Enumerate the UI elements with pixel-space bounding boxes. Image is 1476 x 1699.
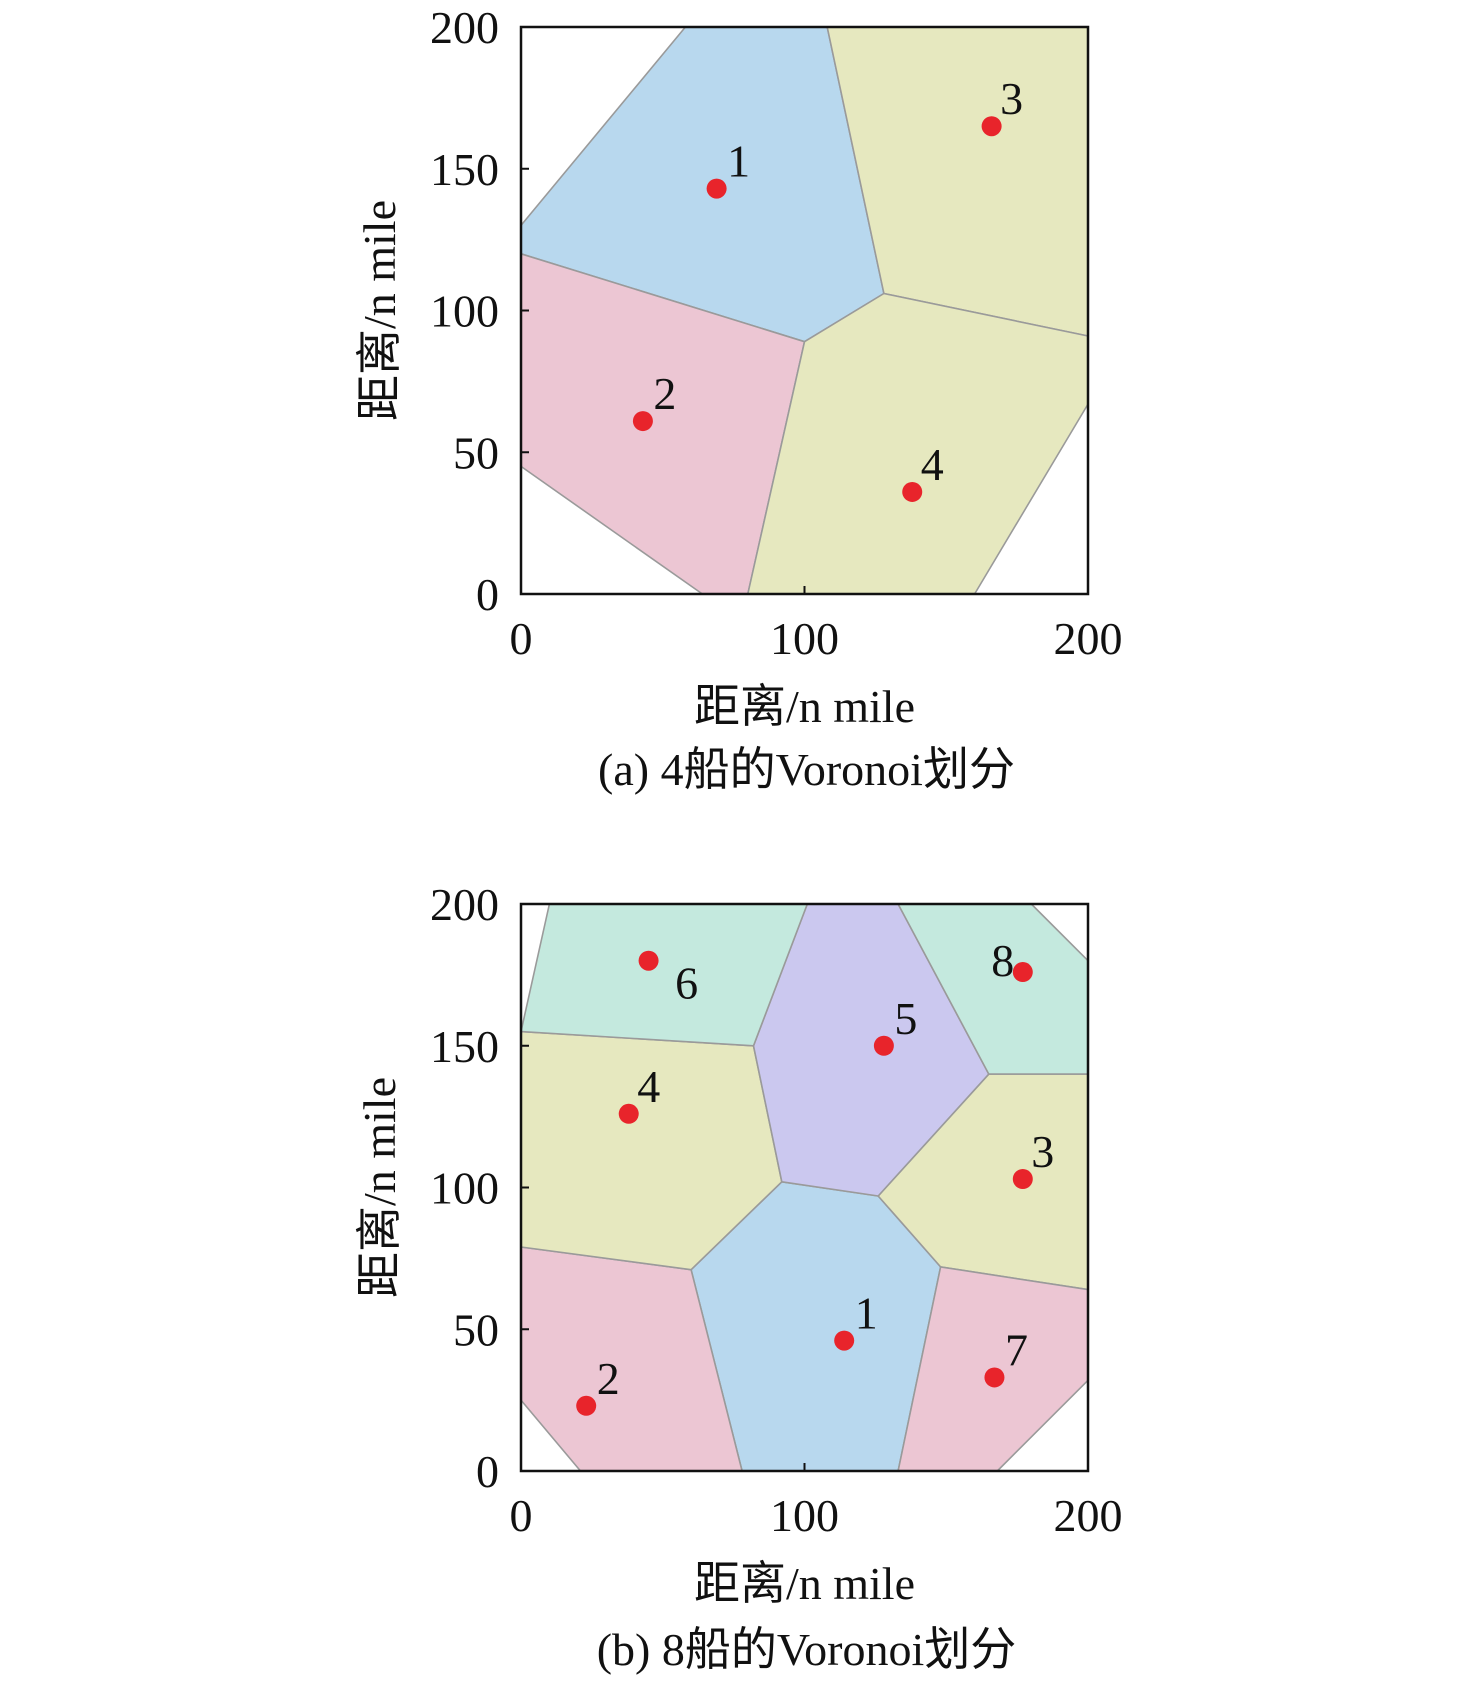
x-tick-label: 0 xyxy=(510,1490,533,1541)
y-tick-labels: 0 50 100 150 200 xyxy=(430,2,529,620)
ship-labels: 1 2 3 4 xyxy=(653,73,1023,490)
y-tick-label: 150 xyxy=(430,1021,499,1072)
x-tick-label: 200 xyxy=(1054,1490,1123,1541)
x-axis-label: 距离/n mile xyxy=(694,681,915,732)
ship-point-4 xyxy=(902,481,923,502)
ship-labels: 1 2 3 4 5 6 7 8 xyxy=(597,935,1055,1404)
y-tick-label: 50 xyxy=(453,427,499,478)
ship-label-3: 3 xyxy=(1000,73,1023,124)
ship-point-3 xyxy=(1012,1168,1033,1189)
ship-label-8: 8 xyxy=(991,935,1014,986)
ship-label-4: 4 xyxy=(921,439,944,490)
ship-point-1 xyxy=(706,178,727,199)
ship-point-4 xyxy=(618,1103,639,1124)
ship-point-1 xyxy=(834,1330,855,1351)
x-tick-label: 100 xyxy=(770,613,839,664)
x-tick-labels: 0 100 200 xyxy=(510,586,1123,664)
voronoi-cells xyxy=(520,26,1089,595)
x-tick-label: 0 xyxy=(510,613,533,664)
ship-label-1: 1 xyxy=(855,1288,878,1339)
ship-label-2: 2 xyxy=(597,1353,620,1404)
ship-points xyxy=(576,950,1033,1416)
panel-caption: (a) 4船的Voronoi划分 xyxy=(598,744,1015,795)
x-tick-label: 200 xyxy=(1054,613,1123,664)
ship-label-2: 2 xyxy=(653,368,676,419)
y-tick-label: 200 xyxy=(430,2,499,53)
ship-label-5: 5 xyxy=(894,993,917,1044)
x-tick-label: 100 xyxy=(770,1490,839,1541)
y-tick-labels: 0 50 100 150 200 xyxy=(430,879,529,1497)
y-axis-label: 距离/n mile xyxy=(354,200,405,421)
y-tick-label: 200 xyxy=(430,879,499,930)
ship-label-1: 1 xyxy=(727,136,750,187)
voronoi-cells xyxy=(520,903,1089,1472)
y-tick-label: 0 xyxy=(476,569,499,620)
ship-label-4: 4 xyxy=(637,1061,660,1112)
ship-label-7: 7 xyxy=(1005,1324,1028,1375)
y-tick-label: 0 xyxy=(476,1446,499,1497)
ship-point-8 xyxy=(1012,962,1033,983)
y-tick-label: 100 xyxy=(430,1163,499,1214)
ship-point-6 xyxy=(638,950,659,971)
ship-points xyxy=(632,116,1002,502)
ship-point-5 xyxy=(873,1035,894,1056)
y-axis-label: 距离/n mile xyxy=(354,1077,405,1298)
ship-label-6: 6 xyxy=(675,958,698,1009)
ship-point-7 xyxy=(984,1367,1005,1388)
x-axis-label: 距离/n mile xyxy=(694,1558,915,1609)
ship-point-2 xyxy=(632,411,653,432)
ship-label-3: 3 xyxy=(1031,1126,1054,1177)
y-tick-label: 100 xyxy=(430,286,499,337)
panel-a: 1 2 3 4 0 100 200 0 50 100 150 200 距离/n mile 距离/n… xyxy=(354,2,1123,795)
x-tick-labels: 0 100 200 xyxy=(510,1463,1123,1541)
y-tick-label: 150 xyxy=(430,144,499,195)
y-tick-label: 50 xyxy=(453,1304,499,1355)
ship-point-3 xyxy=(981,116,1002,137)
panel-caption: (b) 8船的Voronoi划分 xyxy=(597,1624,1017,1675)
ship-point-2 xyxy=(576,1395,597,1416)
